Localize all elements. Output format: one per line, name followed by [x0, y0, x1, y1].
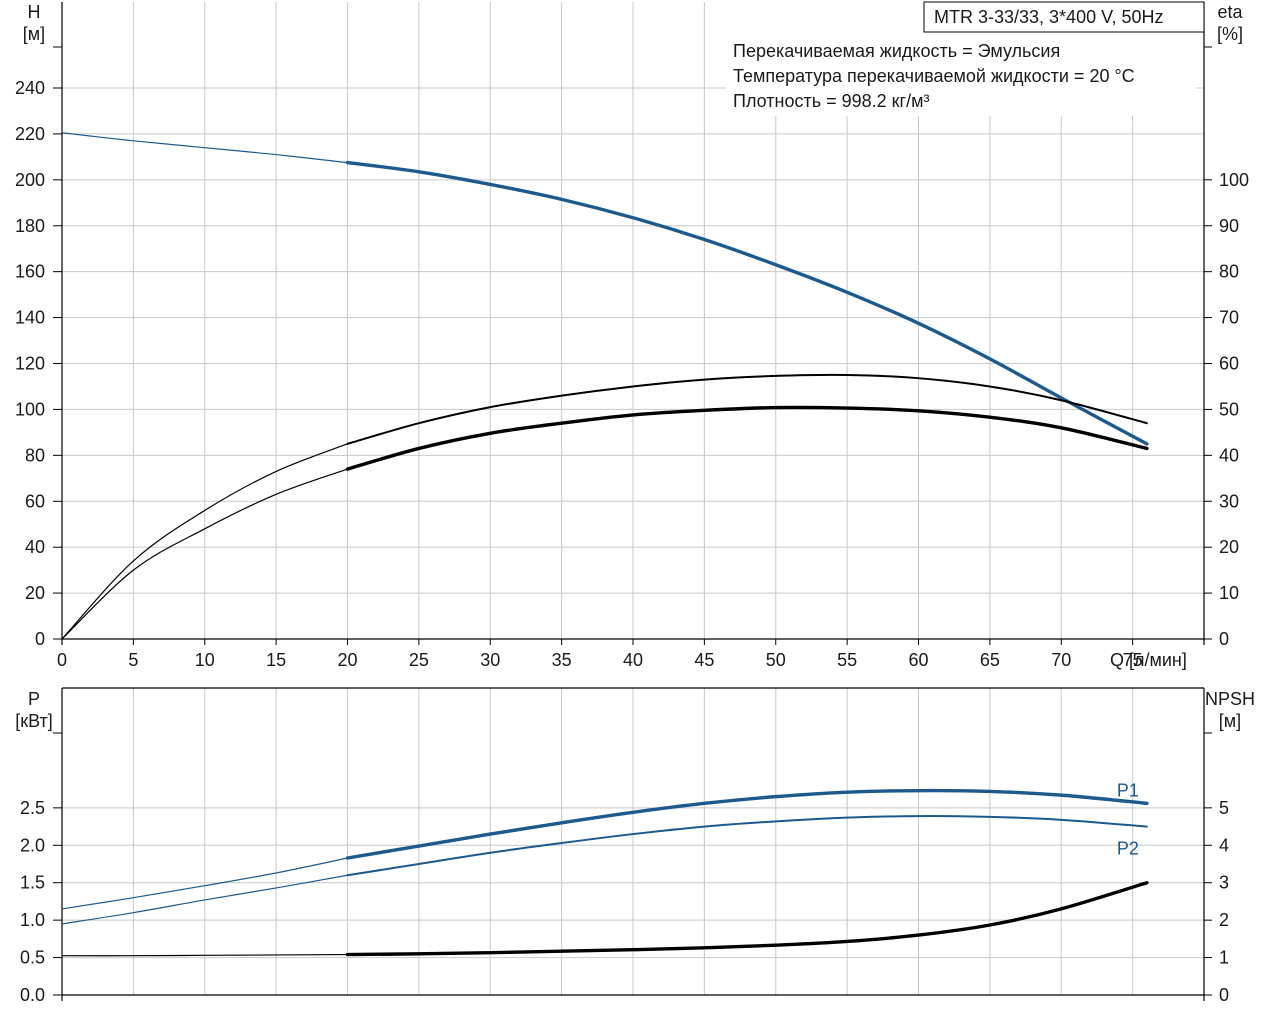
- y-left-tick-label: 200: [15, 170, 45, 190]
- fluid-info-line: Перекачиваемая жидкость = Эмульсия: [733, 41, 1060, 61]
- y-right-tick-label: 1: [1219, 948, 1229, 968]
- y-left-tick-label: 0.5: [20, 948, 45, 968]
- x-tick-label: 35: [552, 650, 572, 670]
- x-tick-label: 25: [409, 650, 429, 670]
- y-left-tick-label: 20: [25, 583, 45, 603]
- y-right-tick-label: 70: [1219, 308, 1239, 328]
- y-right-axis-label: NPSH: [1205, 689, 1255, 709]
- y-left-tick-label: 180: [15, 216, 45, 236]
- x-axis-label: Q [л/мин]: [1110, 650, 1187, 670]
- y-left-axis-unit: [м]: [23, 24, 45, 44]
- y-left-tick-label: 0: [35, 629, 45, 649]
- y-left-tick-label: 240: [15, 78, 45, 98]
- y-right-tick-label: 0: [1219, 985, 1229, 1005]
- y-right-tick-label: 50: [1219, 399, 1239, 419]
- info-box: [726, 36, 1196, 116]
- y-left-axis-label: H: [28, 2, 41, 22]
- y-left-tick-label: 160: [15, 262, 45, 282]
- series-line-extension: [61, 953, 348, 957]
- x-tick-label: 65: [980, 650, 1000, 670]
- y-left-tick-label: 40: [25, 537, 45, 557]
- y-right-tick-label: 40: [1219, 445, 1239, 465]
- y-left-tick-label: 2.5: [20, 798, 45, 818]
- x-tick-label: 45: [694, 650, 714, 670]
- y-left-axis-unit: [кВт]: [15, 711, 53, 731]
- power-npsh-chart: 0.0 0.5 1.0 1.5 2.0 2.5 0 1 2 3 4 5 P[кВт] NPSH[м] P1 P…: [15, 687, 1255, 1005]
- fluid-info-line: Плотность = 998.2 кг/м³: [733, 91, 929, 111]
- y-left-tick-label: 120: [15, 354, 45, 374]
- chart-title: MTR 3-33/33, 3*400 V, 50Hz: [934, 7, 1163, 27]
- x-tick-label: 55: [837, 650, 857, 670]
- y-left-axis-label: P: [28, 689, 40, 709]
- y-right-tick-label: 5: [1219, 798, 1229, 818]
- y-left-tick-label: 60: [25, 491, 45, 511]
- series-line: [345, 881, 1149, 957]
- x-tick-label: 30: [480, 650, 500, 670]
- y-right-tick-label: 10: [1219, 583, 1239, 603]
- y-right-tick-label: 20: [1219, 537, 1239, 557]
- y-right-tick-label: 4: [1219, 835, 1229, 855]
- x-tick-label: 75: [1123, 650, 1143, 670]
- x-tick-label: 70: [1051, 650, 1071, 670]
- series-line-extension: [61, 874, 348, 925]
- y-right-tick-label: 80: [1219, 262, 1239, 282]
- fluid-info-line: Температура перекачиваемой жидкости = 20…: [733, 66, 1135, 86]
- series-label: P2: [1117, 839, 1139, 859]
- x-tick-label: 40: [623, 650, 643, 670]
- x-tick-label: 50: [766, 650, 786, 670]
- y-left-tick-label: 80: [25, 445, 45, 465]
- y-right-tick-label: 100: [1219, 170, 1249, 190]
- qh-eta-chart: 0204060801001201401601802002202400102030…: [15, 1, 1249, 670]
- y-left-tick-label: 140: [15, 308, 45, 328]
- y-right-tick-label: 90: [1219, 216, 1239, 236]
- y-left-tick-label: 1.0: [20, 910, 45, 930]
- y-right-tick-label: 0: [1219, 629, 1229, 649]
- series-line: [345, 160, 1149, 446]
- series-line-extension: [61, 443, 348, 640]
- x-tick-label: 0: [57, 650, 67, 670]
- y-left-tick-label: 1.5: [20, 873, 45, 893]
- series-line: [346, 373, 1148, 445]
- y-right-axis-unit: [м]: [1219, 711, 1241, 731]
- y-right-axis-label: eta: [1217, 2, 1243, 22]
- series-label: P1: [1117, 780, 1139, 800]
- y-right-tick-label: 2: [1219, 910, 1229, 930]
- series-line: [345, 405, 1149, 471]
- x-tick-label: 15: [266, 650, 286, 670]
- x-tick-label: 10: [195, 650, 215, 670]
- x-tick-label: 20: [337, 650, 357, 670]
- y-right-tick-label: 3: [1219, 873, 1229, 893]
- y-left-tick-label: 100: [15, 399, 45, 419]
- y-left-tick-label: 220: [15, 124, 45, 144]
- y-right-tick-label: 30: [1219, 491, 1239, 511]
- series-line: [345, 788, 1149, 860]
- y-right-axis-unit: [%]: [1217, 24, 1243, 44]
- y-left-tick-label: 2.0: [20, 835, 45, 855]
- series-line: [346, 815, 1148, 877]
- title-box: [923, 1, 1205, 33]
- y-left-tick-label: 0.0: [20, 985, 45, 1005]
- series-line-extension: [61, 468, 348, 640]
- y-right-tick-label: 60: [1219, 354, 1239, 374]
- series-line-extension: [61, 132, 348, 164]
- x-tick-label: 5: [128, 650, 138, 670]
- series-line-extension: [61, 857, 348, 910]
- x-tick-label: 60: [908, 650, 928, 670]
